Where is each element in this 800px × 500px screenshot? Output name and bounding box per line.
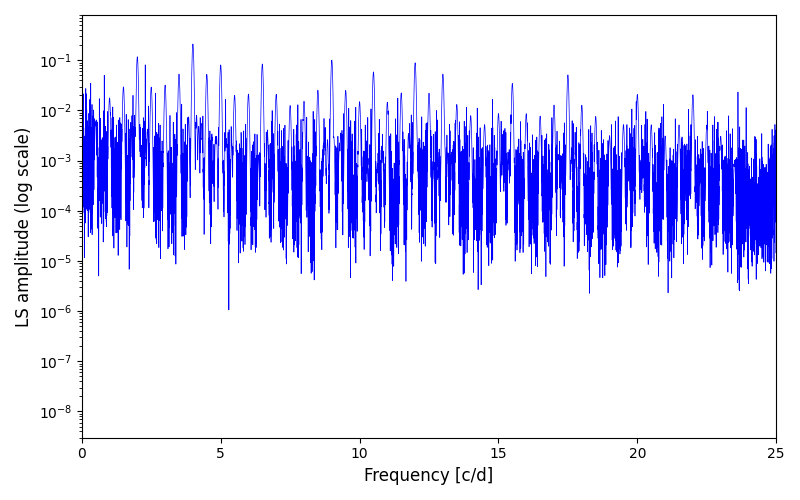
X-axis label: Frequency [c/d]: Frequency [c/d] xyxy=(364,467,494,485)
Y-axis label: LS amplitude (log scale): LS amplitude (log scale) xyxy=(15,126,33,326)
